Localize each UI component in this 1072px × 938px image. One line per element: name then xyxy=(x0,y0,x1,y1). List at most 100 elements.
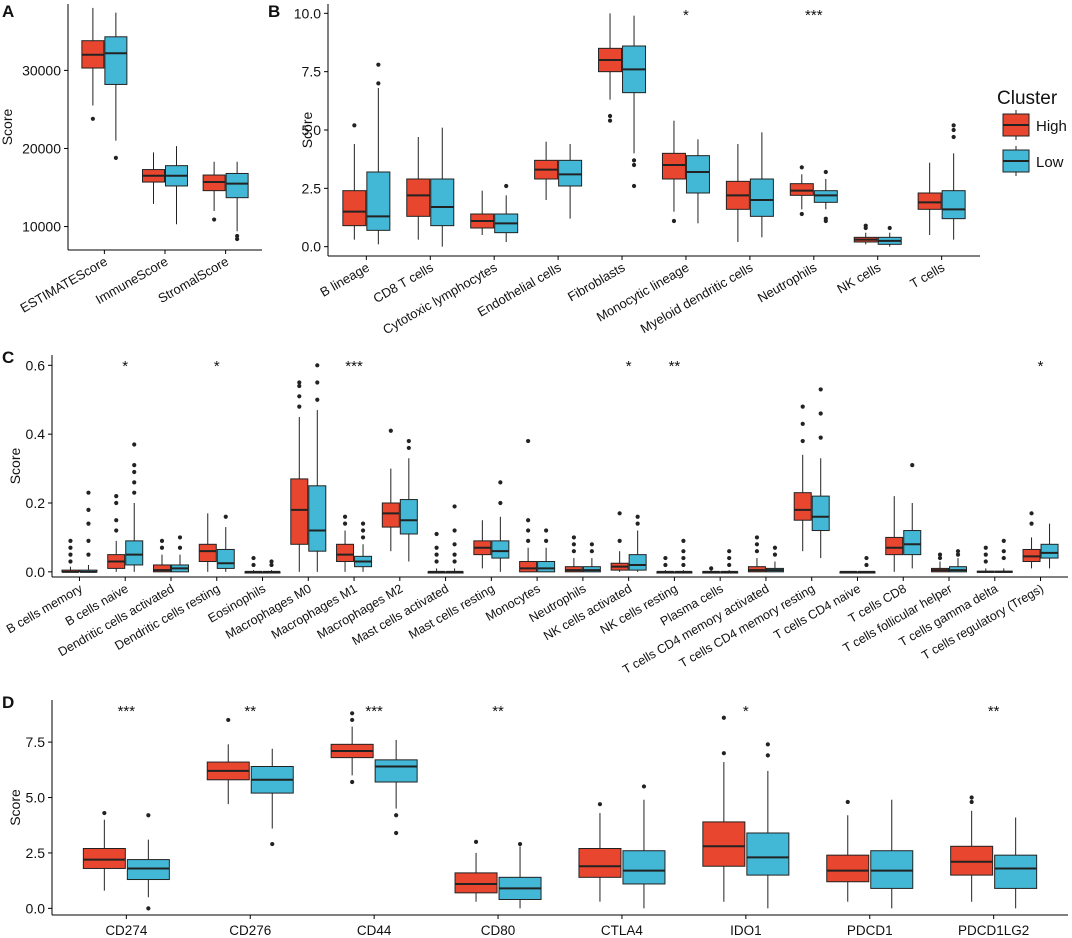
significance-marker: ** xyxy=(669,358,681,375)
x-tick-label: CD80 xyxy=(481,923,516,938)
outlier-point-low xyxy=(765,742,770,747)
panel-label-a: A xyxy=(2,2,14,21)
significance-marker: ** xyxy=(244,703,256,720)
outlier-point-high xyxy=(709,566,714,571)
box-high xyxy=(198,543,217,563)
outlier-point-low xyxy=(818,387,823,392)
outlier-point-low xyxy=(235,233,240,239)
x-tick-label: Neutrophils xyxy=(755,259,820,305)
box-low xyxy=(903,530,922,556)
outlier-point-low xyxy=(951,134,956,140)
significance-marker: * xyxy=(1038,358,1044,375)
box-high xyxy=(789,183,814,196)
outlier-point-low xyxy=(132,480,137,485)
x-tick-label: CTLA4 xyxy=(601,923,644,938)
box-high xyxy=(336,543,355,563)
outlier-point-low xyxy=(376,81,381,86)
outlier-point-high xyxy=(800,421,805,426)
outlier-point-high xyxy=(114,500,119,506)
outlier-point-high xyxy=(297,383,302,389)
box-high xyxy=(661,152,686,180)
box-high xyxy=(885,536,904,556)
outlier-point-low xyxy=(86,507,91,512)
panel-label-b: B xyxy=(268,2,280,21)
outlier-point-low xyxy=(132,442,137,447)
box-low xyxy=(308,485,327,552)
outlier-point-high xyxy=(526,538,531,543)
box-low xyxy=(811,495,830,532)
y-tick-label: 7.5 xyxy=(26,734,46,750)
outlier-point-high xyxy=(68,538,73,543)
panel-a-chart: 100002000030000ScoreESTIMATEScoreImmuneS… xyxy=(0,4,262,316)
x-tick-label: CD276 xyxy=(229,923,271,938)
y-tick-label: 20000 xyxy=(22,140,61,156)
outlier-point-low xyxy=(823,169,828,175)
outlier-point-high xyxy=(969,799,974,805)
outlier-point-low xyxy=(452,528,457,533)
y-tick-label: 30000 xyxy=(22,62,61,78)
outlier-point-low xyxy=(681,562,686,568)
box-low xyxy=(622,850,666,885)
outlier-point-high xyxy=(800,438,805,444)
outlier-point-low xyxy=(132,463,137,468)
y-tick-label: 0.0 xyxy=(26,900,46,916)
y-axis-title: Score xyxy=(299,112,315,149)
x-tick-label: B lineage xyxy=(317,260,371,300)
box-low xyxy=(491,540,510,559)
outlier-point-low xyxy=(360,521,366,526)
box-low xyxy=(685,155,710,194)
box-low xyxy=(1040,543,1059,559)
outlier-point-low xyxy=(955,549,961,554)
outlier-point-low xyxy=(635,521,640,526)
outlier-point-low xyxy=(589,542,594,547)
outlier-point-high xyxy=(983,545,988,550)
x-tick-label: NK cells resting xyxy=(598,581,680,637)
y-tick-label: 0.0 xyxy=(26,564,46,580)
outlier-point-high xyxy=(473,839,479,844)
outlier-point-high xyxy=(114,494,119,499)
outlier-point-low xyxy=(681,538,686,543)
outlier-point-low xyxy=(823,218,828,224)
outlier-point-low xyxy=(235,236,240,242)
box-low xyxy=(374,759,418,783)
outlier-point-high xyxy=(969,795,974,800)
y-tick-label: 0.2 xyxy=(26,495,46,511)
outlier-point-low xyxy=(818,411,823,416)
outlier-point-low xyxy=(772,545,778,550)
x-tick-label: NK cells xyxy=(834,259,883,296)
y-axis-title: Score xyxy=(7,448,23,485)
outlier-point-low xyxy=(631,162,637,168)
outlier-point-high xyxy=(342,514,348,519)
outlier-point-high xyxy=(571,535,576,540)
outlier-point-high xyxy=(799,165,804,170)
box-high xyxy=(702,821,746,867)
y-tick-label: 0.6 xyxy=(26,357,46,373)
significance-marker: *** xyxy=(118,703,136,720)
x-tick-label: CD44 xyxy=(357,923,392,938)
outlier-point-high xyxy=(114,518,119,523)
outlier-point-high xyxy=(526,528,531,533)
outlier-point-high xyxy=(68,559,73,564)
outlier-point-high xyxy=(212,217,217,222)
panel-label-d: D xyxy=(2,693,14,712)
outlier-point-high xyxy=(663,562,668,568)
x-tick-label: IDO1 xyxy=(730,923,762,938)
outlier-point-high xyxy=(68,552,73,557)
outlier-point-high xyxy=(607,118,613,123)
outlier-point-high xyxy=(617,511,622,516)
significance-marker: *** xyxy=(345,358,363,375)
box-low xyxy=(749,178,774,217)
significance-marker: ** xyxy=(988,703,1000,720)
y-tick-label: 10000 xyxy=(22,219,61,235)
x-tick-label: ESTIMATEScore xyxy=(17,254,109,316)
x-tick-label: CD274 xyxy=(105,923,148,938)
significance-marker: *** xyxy=(365,703,383,720)
y-tick-label: 2.5 xyxy=(302,180,322,196)
outlier-point-low xyxy=(951,127,956,133)
box-low xyxy=(225,172,249,199)
outlier-point-high xyxy=(226,717,231,723)
box-low xyxy=(941,190,966,220)
outlier-point-low xyxy=(452,504,457,509)
outlier-point-low xyxy=(360,535,366,540)
